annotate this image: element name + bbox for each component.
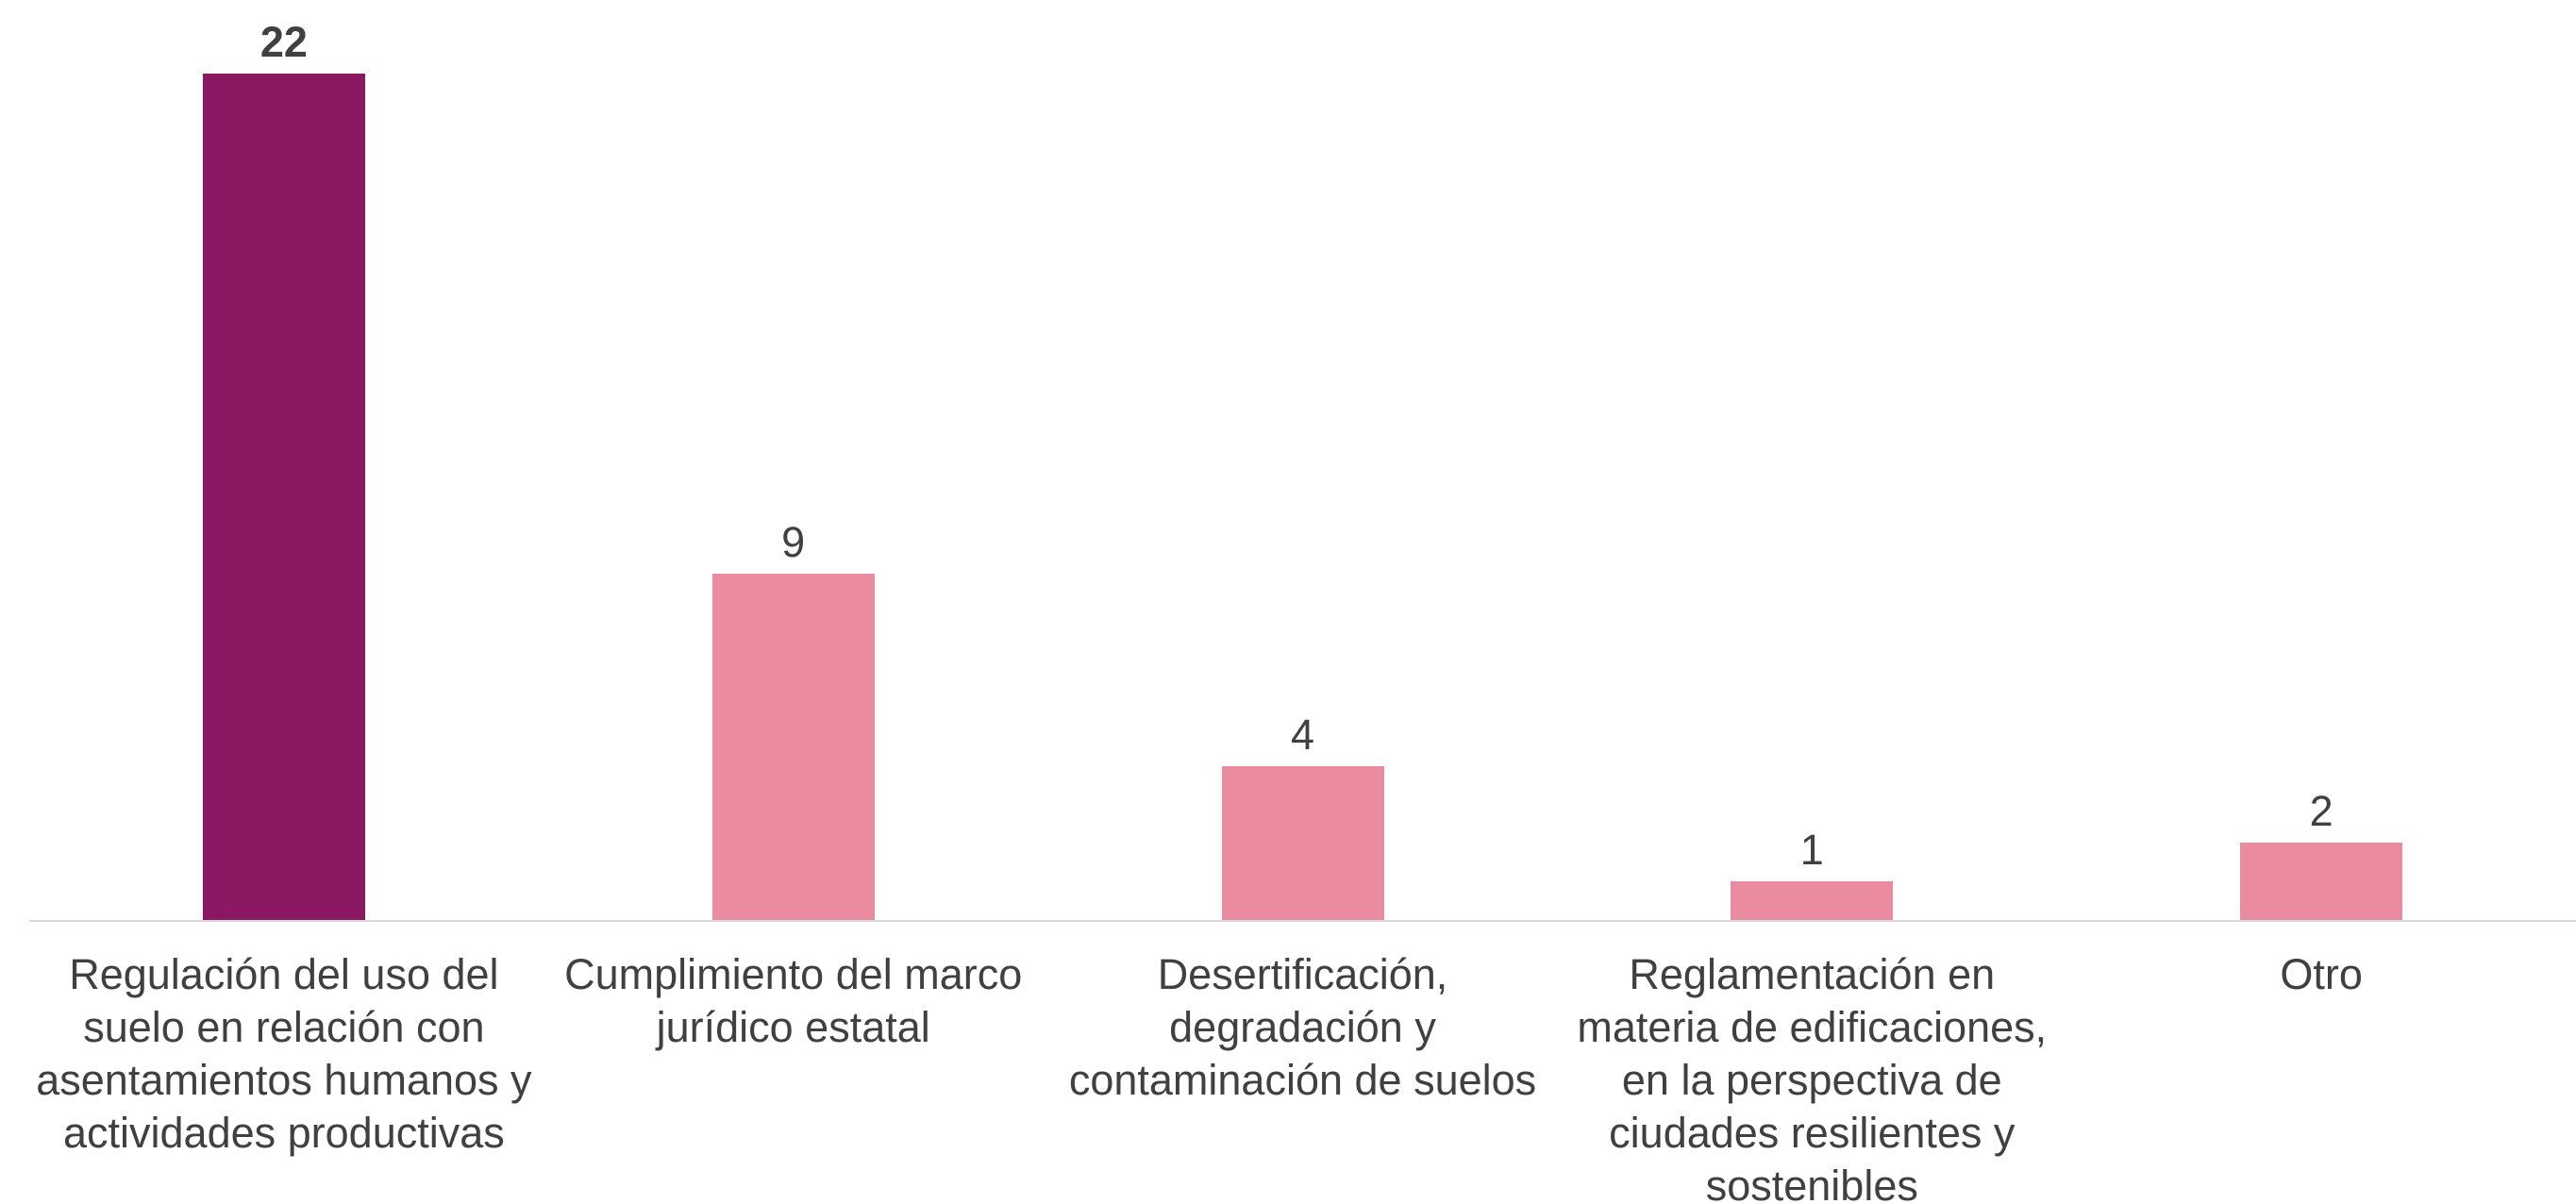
value-label: 1 (1799, 826, 1824, 875)
x-tick-label: Regulación del uso del suelo en relación… (36, 950, 532, 1157)
x-tick-label: Otro (2280, 950, 2363, 998)
bar (202, 74, 365, 920)
x-tick-label: Reglamentación en materia de edificacion… (1577, 950, 2048, 1204)
bar (1221, 765, 1384, 920)
bar (711, 574, 875, 920)
axis-line (29, 920, 2576, 922)
value-label: 22 (259, 18, 308, 66)
bar (2240, 843, 2403, 920)
bar (1731, 881, 1894, 920)
x-tick-label: Desertificación, degradación y contamina… (1068, 950, 1537, 1104)
value-label: 4 (1290, 710, 1315, 759)
x-tick-label: Cumplimiento del marco jurídico estatal (564, 950, 1023, 1051)
value-label: 2 (2309, 787, 2333, 836)
value-label: 9 (781, 518, 806, 567)
